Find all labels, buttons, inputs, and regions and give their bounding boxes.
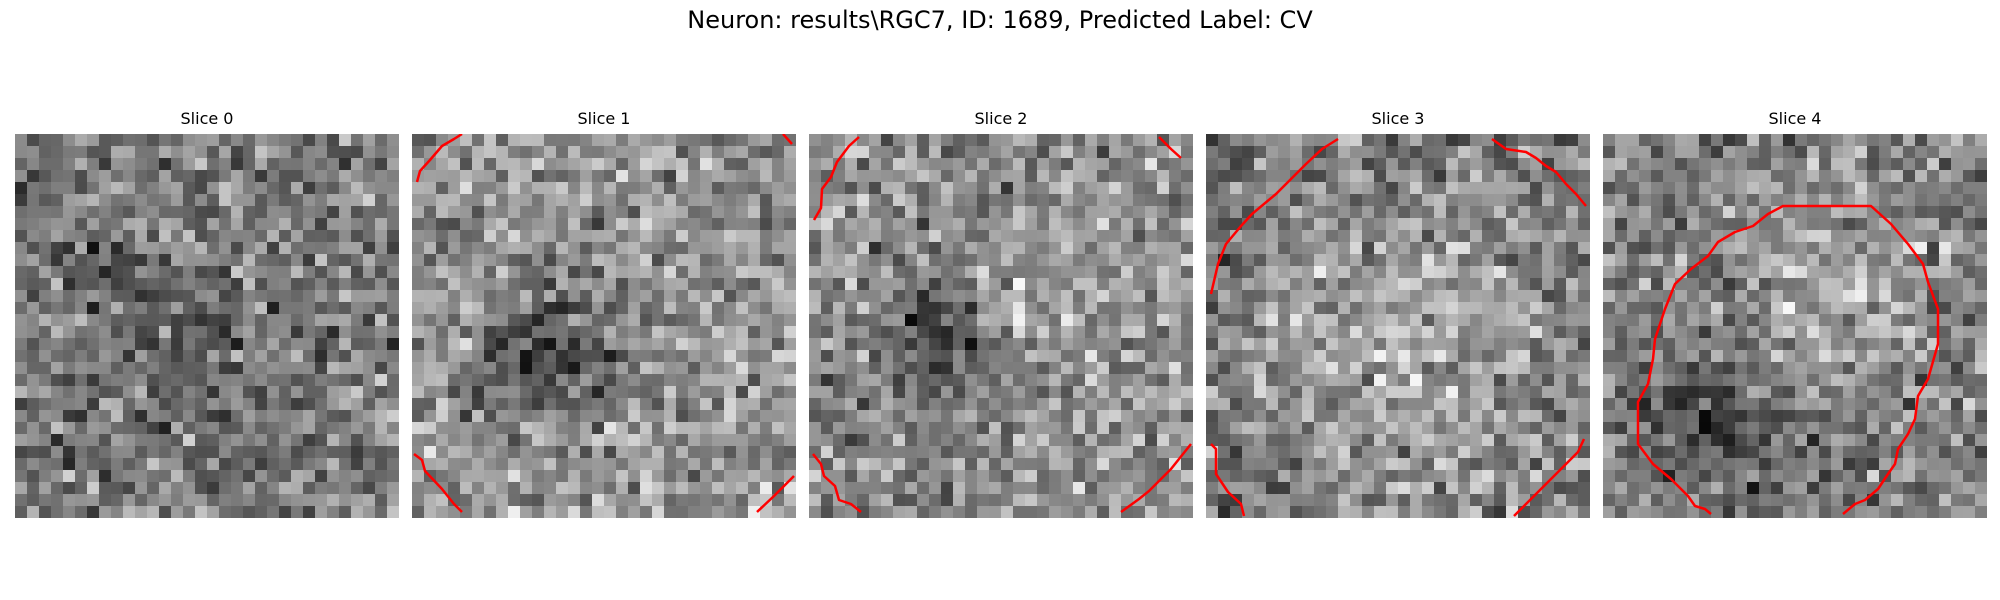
slice-title: Slice 0 — [180, 109, 234, 128]
contour-line — [415, 134, 463, 183]
slice-title: Slice 2 — [974, 109, 1028, 128]
contour-line — [756, 475, 795, 513]
contour-line — [782, 134, 793, 145]
slice-title: Slice 1 — [577, 109, 631, 128]
slice-image — [412, 134, 796, 518]
contour-line — [1636, 204, 1940, 515]
slice-title: Slice 4 — [1768, 109, 1822, 128]
contour-line — [1120, 443, 1192, 514]
slice-image — [1206, 134, 1590, 518]
slice-image — [809, 134, 1193, 518]
contour-line — [413, 453, 463, 513]
contour-line — [812, 136, 860, 221]
contour-line — [1491, 137, 1587, 207]
slice-panel-3: Slice 3 — [1206, 108, 1590, 518]
contour-line — [1210, 443, 1246, 517]
figure-title: Neuron: results\RGC7, ID: 1689, Predicte… — [687, 6, 1313, 34]
contour-line — [812, 453, 862, 513]
slice-title: Slice 3 — [1371, 109, 1425, 128]
contour-line — [1513, 438, 1586, 517]
slice-panel-0: Slice 0 — [15, 108, 399, 518]
slice-image — [15, 134, 399, 518]
contour-line — [1158, 136, 1182, 159]
slice-panel-1: Slice 1 — [412, 108, 796, 518]
slice-panel-4: Slice 4 — [1603, 108, 1987, 518]
slice-panel-2: Slice 2 — [809, 108, 1193, 518]
contour-line — [1209, 137, 1339, 295]
slice-image — [1603, 134, 1987, 518]
